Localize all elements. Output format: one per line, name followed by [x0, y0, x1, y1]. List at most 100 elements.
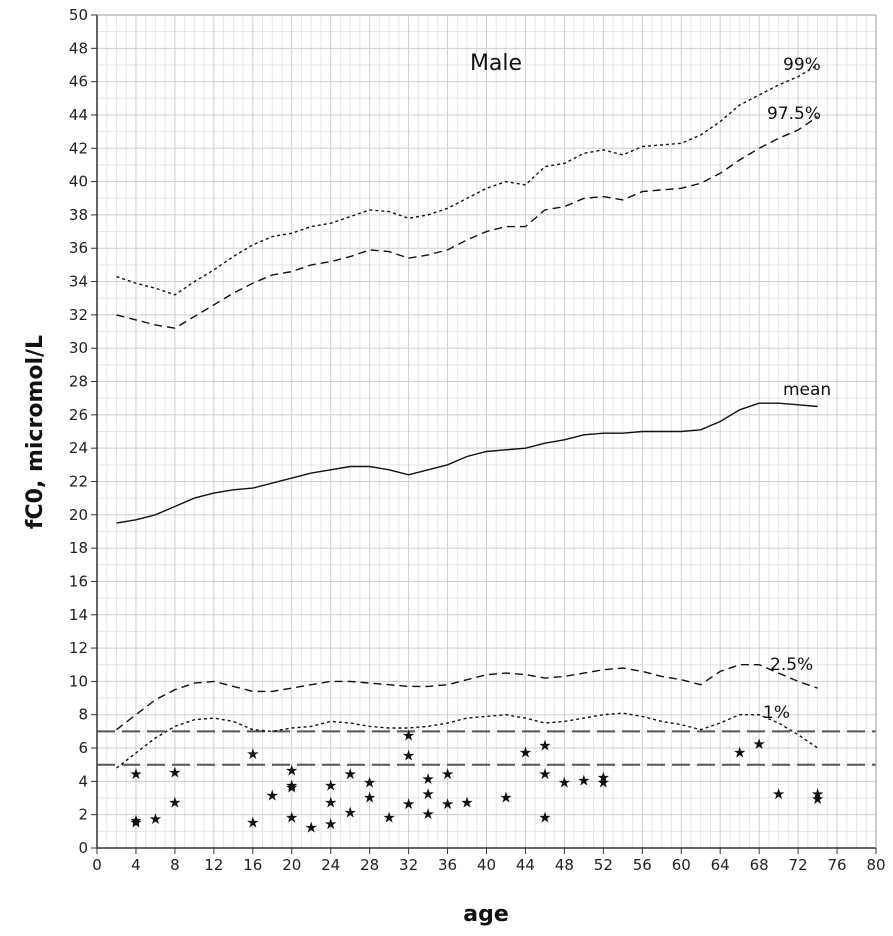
- scatter-point: ★: [558, 773, 571, 791]
- y-tick-label: 24: [69, 439, 88, 457]
- series-label-2-5: 2.5%: [770, 655, 813, 675]
- x-tick-label: 20: [282, 856, 301, 874]
- scatter-point: ★: [324, 815, 337, 833]
- x-tick-label: 56: [633, 856, 652, 874]
- x-tick-label: 16: [243, 856, 262, 874]
- y-tick-label: 26: [69, 406, 88, 424]
- x-tick-label: 80: [866, 856, 885, 874]
- series-lines: [116, 64, 818, 769]
- y-tick-label: 50: [69, 6, 88, 24]
- y-tick-labels: 0246810121416182022242628303234363840424…: [69, 6, 97, 857]
- y-tick-label: 34: [69, 273, 88, 291]
- scatter-point: ★: [519, 743, 532, 761]
- scatter-point: ★: [402, 747, 415, 765]
- scatter-point: ★: [168, 763, 181, 781]
- x-tick-label: 44: [516, 856, 535, 874]
- scatter-point: ★: [441, 765, 454, 783]
- y-tick-label: 4: [78, 772, 88, 790]
- scatter-point: ★: [382, 808, 395, 826]
- y-axis-title: fC0, micromol/L: [23, 335, 48, 529]
- y-tick-label: 48: [69, 39, 88, 57]
- y-tick-label: 8: [78, 706, 88, 724]
- scatter-point: ★: [441, 795, 454, 813]
- y-tick-label: 12: [69, 639, 88, 657]
- x-tick-label: 60: [672, 856, 691, 874]
- chart-title: Male: [470, 51, 522, 76]
- scatter-point: ★: [246, 813, 259, 831]
- y-tick-label: 20: [69, 506, 88, 524]
- x-tick-label: 48: [555, 856, 574, 874]
- scatter-point: ★: [285, 777, 298, 795]
- x-tick-label: 68: [750, 856, 769, 874]
- grid-major: [96, 14, 877, 849]
- y-tick-label: 46: [69, 73, 88, 91]
- scatter-point: ★: [168, 793, 181, 811]
- scatter-point: ★: [597, 773, 610, 791]
- scatter-point: ★: [811, 790, 824, 808]
- scatter-point: ★: [538, 808, 551, 826]
- scatter-point: ★: [538, 737, 551, 755]
- x-tick-label: 12: [204, 856, 223, 874]
- x-tick-label: 72: [789, 856, 808, 874]
- scatter-point: ★: [129, 813, 142, 831]
- x-tick-label: 64: [711, 856, 730, 874]
- x-tick-label: 24: [321, 856, 340, 874]
- series-line-2: [116, 402, 818, 524]
- series-label-97-5: 97.5%: [767, 104, 821, 124]
- scatter-point: ★: [129, 812, 142, 830]
- series-label-1: 1%: [763, 703, 790, 723]
- scatter-point: ★: [285, 762, 298, 780]
- x-tick-label: 52: [594, 856, 613, 874]
- series-line-0: [116, 64, 818, 296]
- series-label-mean: mean: [783, 380, 831, 400]
- scatter-point: ★: [343, 803, 356, 821]
- x-tick-label: 4: [131, 856, 141, 874]
- scatter-point: ★: [421, 785, 434, 803]
- scatter-point: ★: [285, 808, 298, 826]
- scatter-point: ★: [363, 773, 376, 791]
- y-tick-label: 18: [69, 539, 88, 557]
- series-line-3: [116, 664, 818, 731]
- scatter-point: ★: [402, 727, 415, 745]
- series-label-99: 99%: [783, 55, 821, 75]
- x-axis-title: age: [463, 902, 509, 927]
- scatter-point: ★: [752, 735, 765, 753]
- scatter-point: ★: [577, 772, 590, 790]
- scatter-point: ★: [421, 805, 434, 823]
- y-tick-label: 40: [69, 173, 88, 191]
- scatter-point: ★: [811, 785, 824, 803]
- scatter-point: ★: [402, 795, 415, 813]
- scatter-point: ★: [538, 765, 551, 783]
- y-tick-label: 14: [69, 606, 88, 624]
- scatter-point: ★: [772, 785, 785, 803]
- x-tick-label: 76: [828, 856, 847, 874]
- y-tick-label: 10: [69, 672, 88, 690]
- scatter-point: ★: [363, 788, 376, 806]
- reference-lines: [97, 730, 876, 766]
- y-tick-label: 44: [69, 106, 88, 124]
- y-tick-label: 28: [69, 373, 88, 391]
- y-tick-label: 38: [69, 206, 88, 224]
- scatter-point: ★: [343, 765, 356, 783]
- scatter-point: ★: [324, 793, 337, 811]
- scatter-point: ★: [304, 818, 317, 836]
- scatter-point: ★: [733, 743, 746, 761]
- y-tick-label: 32: [69, 306, 88, 324]
- scatter-point: ★: [421, 770, 434, 788]
- x-tick-label: 40: [477, 856, 496, 874]
- x-tick-label: 0: [92, 856, 102, 874]
- scatter-point: ★: [149, 810, 162, 828]
- y-tick-label: 42: [69, 139, 88, 157]
- scatter-point: ★: [597, 768, 610, 786]
- x-tick-label: 36: [438, 856, 457, 874]
- scatter-point: ★: [285, 778, 298, 796]
- y-tick-label: 36: [69, 239, 88, 257]
- scatter-point: ★: [266, 787, 279, 805]
- y-tick-label: 30: [69, 339, 88, 357]
- x-tick-label: 8: [170, 856, 180, 874]
- series-line-4: [116, 712, 818, 769]
- scatter-point: ★: [460, 793, 473, 811]
- scatter-point: ★: [324, 777, 337, 795]
- y-tick-label: 2: [78, 806, 88, 824]
